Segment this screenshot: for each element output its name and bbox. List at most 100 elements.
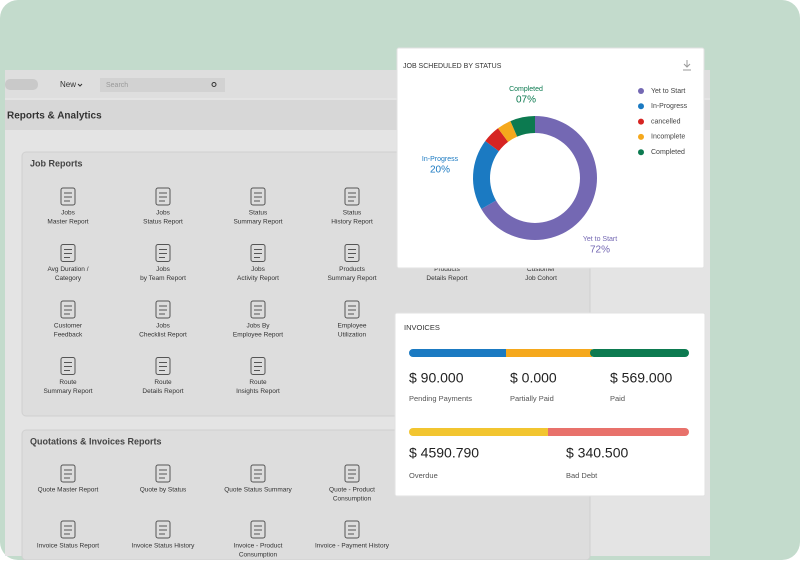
report-item[interactable]: Customer Feedback <box>54 300 83 339</box>
invoices-card <box>394 312 706 497</box>
report-icon <box>344 300 360 319</box>
report-icon <box>159 192 167 202</box>
report-icon <box>64 305 72 315</box>
report-item[interactable]: Quote Status Summary <box>224 464 293 494</box>
report-label: Utilization <box>338 332 367 339</box>
legend-entry[interactable]: Completed <box>638 149 685 156</box>
report-item[interactable]: Jobs Status Report <box>143 187 183 226</box>
legend-entry[interactable]: cancelled <box>638 118 681 125</box>
report-label: Customer <box>527 266 556 273</box>
chart-title: JOB SCHEDULED BY STATUS <box>403 63 502 70</box>
report-icon <box>155 300 171 319</box>
report-item[interactable]: Quote by Status <box>140 464 187 494</box>
donut-segment <box>473 140 499 209</box>
report-icon <box>254 249 262 258</box>
report-icon <box>64 249 72 258</box>
legend-label: Yet to Start <box>651 88 685 95</box>
page-title: Reports & Analytics <box>7 111 102 122</box>
report-item[interactable]: Invoice Status Report <box>37 520 99 550</box>
report-icon <box>348 305 356 315</box>
report-label: Invoice - Payment History <box>315 543 390 550</box>
report-item[interactable]: Route Details Report <box>142 357 184 396</box>
caret <box>77 83 83 87</box>
report-icon <box>60 187 76 206</box>
logo[interactable] <box>5 79 38 90</box>
report-icon <box>60 520 76 539</box>
report-item[interactable]: Invoice - Payment History <box>315 520 390 550</box>
report-icon <box>254 469 262 479</box>
section-title: Quotations & Invoices Reports <box>30 436 162 446</box>
report-icon <box>155 520 171 539</box>
report-label: Consumption <box>239 552 278 559</box>
slice-percent: 20% <box>430 165 450 176</box>
report-item[interactable]: Quote Master Report <box>38 464 99 494</box>
report-item[interactable]: Invoice Status History <box>132 520 196 550</box>
report-icon <box>344 187 360 206</box>
progress-segment <box>409 349 510 357</box>
search-box[interactable] <box>100 78 225 92</box>
report-item[interactable]: Jobs Activity Report <box>237 244 279 283</box>
report-label: Activity Report <box>237 275 279 282</box>
report-icon <box>250 464 266 483</box>
report-icon <box>159 249 167 258</box>
donut-segment <box>485 128 509 152</box>
amount: $ 569.000 <box>610 370 672 386</box>
legend-entry[interactable]: In-Progress <box>638 103 688 110</box>
report-icon <box>250 357 266 375</box>
report-icon <box>250 300 266 319</box>
progress-segment <box>590 349 689 357</box>
report-label: Route <box>59 379 77 386</box>
report-icon <box>159 469 167 479</box>
report-label: Jobs <box>156 323 170 330</box>
report-label: Route <box>154 379 172 386</box>
legend-entry[interactable]: Incomplete <box>638 134 685 141</box>
report-icon <box>344 520 360 539</box>
report-label: Checklist Report <box>139 332 187 339</box>
report-item[interactable]: Jobs By Employee Report <box>233 300 283 339</box>
report-icon <box>60 464 76 483</box>
legend-entry[interactable]: Yet to Start <box>638 88 685 95</box>
report-icon <box>64 469 72 479</box>
report-label: History Report <box>331 219 373 226</box>
report-icon <box>155 244 171 262</box>
report-label: Customer <box>54 323 83 330</box>
report-label: Status <box>249 210 268 217</box>
report-icon <box>254 192 262 202</box>
download-icon[interactable] <box>683 60 691 71</box>
report-label: Details Report <box>426 275 467 282</box>
report-item[interactable]: Invoice - Product Consumption <box>234 520 283 559</box>
report-icon <box>348 192 356 202</box>
section-title: Job Reports <box>30 158 83 168</box>
slice-name: In-Progress <box>422 156 459 163</box>
report-label: Status Report <box>143 219 183 226</box>
search-icon <box>211 82 217 87</box>
report-item[interactable]: Status Summary Report <box>233 187 283 226</box>
report-item[interactable]: Avg Duration / Category <box>47 244 89 283</box>
report-label: Job Cohort <box>525 275 557 282</box>
report-label: Quote Status Summary <box>224 487 292 494</box>
report-icon <box>344 244 360 262</box>
menu-new[interactable]: New <box>60 80 76 89</box>
report-icon <box>64 192 72 202</box>
progress-segment <box>548 428 558 436</box>
slice-name: Yet to Start <box>583 236 617 243</box>
donut-card <box>396 47 705 269</box>
report-label: Route <box>249 379 267 386</box>
report-item[interactable]: Quote - Product Consumption <box>329 464 375 503</box>
report-item[interactable]: Route Summary Report <box>43 357 93 396</box>
report-label: Jobs <box>156 266 170 273</box>
report-icon <box>250 520 266 539</box>
report-item[interactable]: Jobs Checklist Report <box>139 300 187 339</box>
report-item[interactable]: Jobs by Team Report <box>140 244 186 283</box>
report-icon <box>348 525 356 535</box>
report-item[interactable]: Products Summary Report <box>327 244 377 283</box>
legend-label: Incomplete <box>651 134 685 141</box>
report-item[interactable]: Status History Report <box>331 187 373 226</box>
report-item[interactable]: Employee Utilization <box>338 300 367 339</box>
report-item[interactable]: Jobs Master Report <box>47 187 89 226</box>
report-label: Jobs <box>251 266 265 273</box>
report-item[interactable]: Route Insights Report <box>236 357 280 396</box>
report-label: Category <box>55 275 82 282</box>
